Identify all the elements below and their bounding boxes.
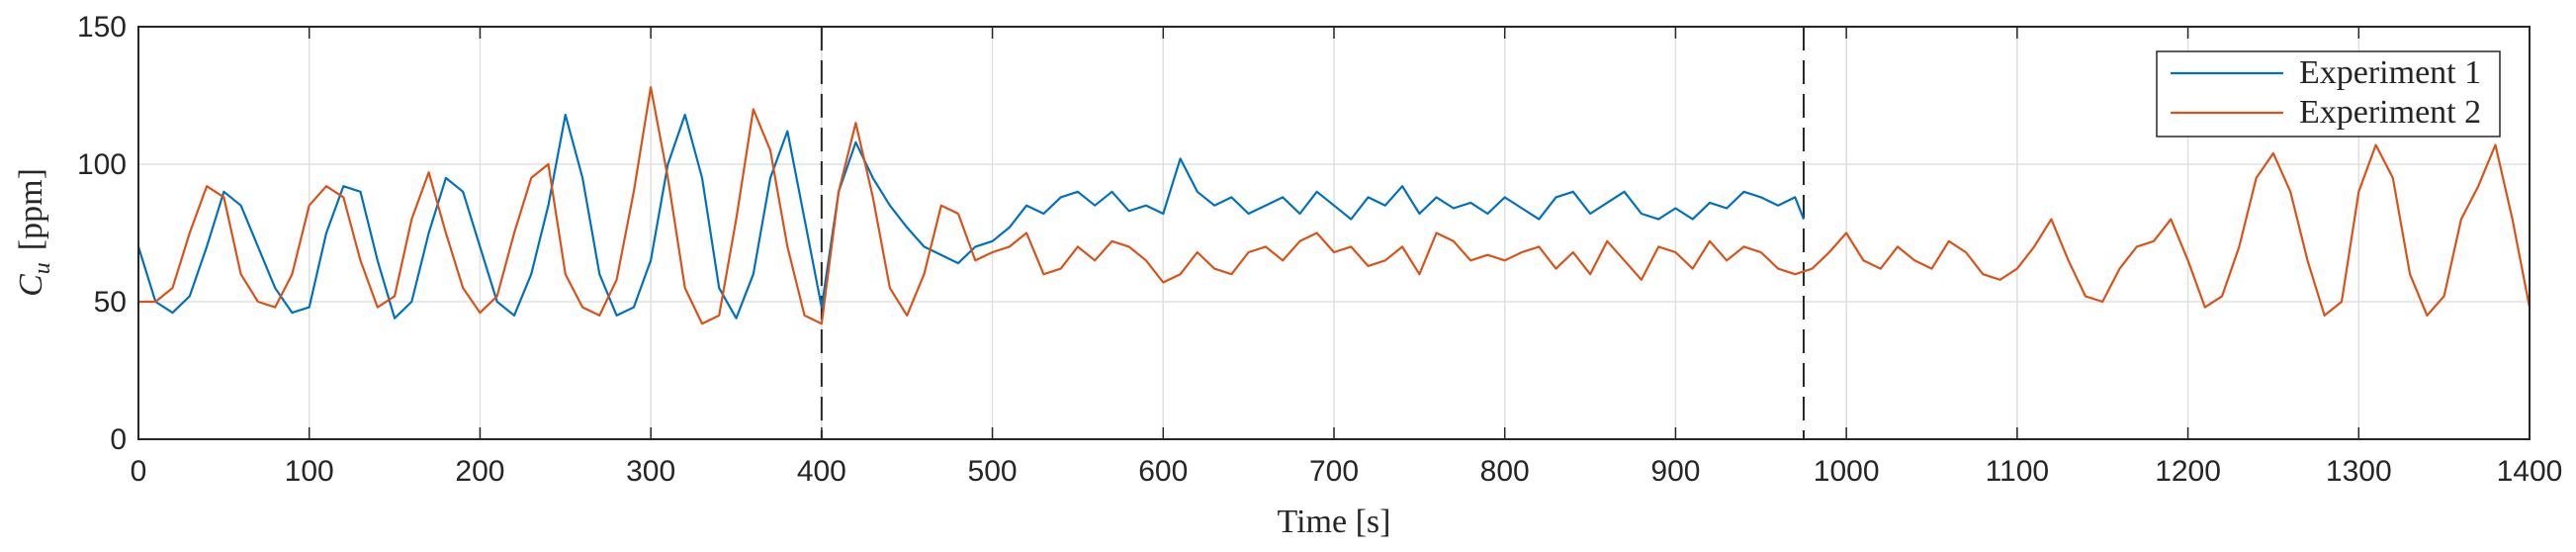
data-line xyxy=(136,113,1806,320)
y-tick-label: 50 xyxy=(94,286,127,319)
y-label-subscript: u xyxy=(30,262,55,274)
y-tick-label: 0 xyxy=(110,423,127,456)
data-line xyxy=(138,86,2532,325)
x-tick-label: 500 xyxy=(968,455,1018,488)
plot-frame xyxy=(137,26,2531,440)
x-tick-label: 1400 xyxy=(2497,455,2563,488)
legend-box xyxy=(2156,50,2501,138)
x-axis-label: Time [s] xyxy=(1278,504,1391,540)
x-tick-label: 200 xyxy=(455,455,504,488)
y-label-symbol: C xyxy=(13,274,49,297)
x-tick-label: 100 xyxy=(285,455,334,488)
x-tick-label: 1200 xyxy=(2155,455,2221,488)
y-tick-label: 150 xyxy=(77,11,127,44)
x-tick-label: 400 xyxy=(797,455,846,488)
y-label-unit: [ppm] xyxy=(13,168,49,250)
x-tick-label: 300 xyxy=(626,455,675,488)
x-tick-label: 0 xyxy=(131,455,147,488)
x-tick-label: 600 xyxy=(1138,455,1188,488)
x-tick-label: 1000 xyxy=(1814,455,1880,488)
legend-label: Experiment 2 xyxy=(2299,94,2481,131)
x-tick-label: 1100 xyxy=(1986,455,2050,488)
x-tick-label: 1300 xyxy=(2326,455,2392,488)
y-axis-label: Cu [ppm] xyxy=(13,168,55,297)
legend-label: Experiment 1 xyxy=(2299,54,2481,91)
x-tick-label: 900 xyxy=(1650,455,1700,488)
x-tick-label: 700 xyxy=(1309,455,1359,488)
y-tick-label: 100 xyxy=(77,148,127,181)
x-tick-label: 800 xyxy=(1480,455,1530,488)
